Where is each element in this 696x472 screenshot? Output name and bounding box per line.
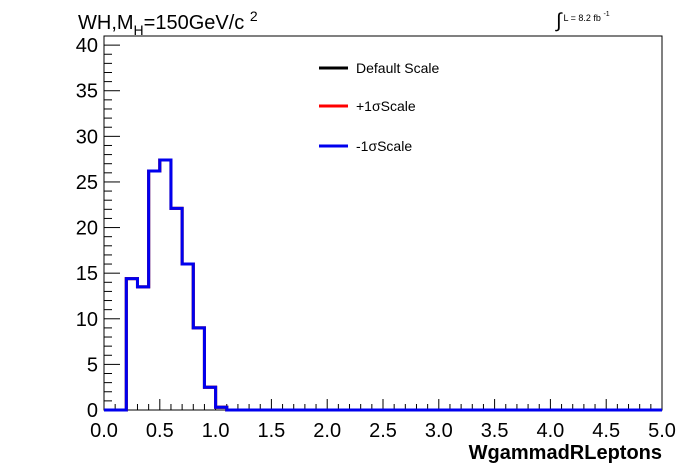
x-tick-label: 2.5 [369,420,397,442]
luminosity-superscript: -1 [603,11,610,18]
series-line-0 [104,158,662,412]
x-tick-label: 3.5 [481,420,509,442]
chart-title: WH,MH=150GeV/c 2 [78,8,258,38]
y-tick-label: 25 [76,172,98,194]
plot-frame [103,35,663,411]
y-tick-label: 35 [76,81,98,103]
legend-label: -1σScale [356,138,412,154]
series-line-1 [104,158,662,412]
title-subscript: H [133,22,144,38]
x-tick-label: 0.5 [146,420,174,442]
legend-label: Default Scale [356,60,439,76]
y-tick-label: 30 [76,126,98,148]
y-tick-label: 15 [76,263,98,285]
y-axis: 0 5 10 15 20 25 30 35 40 [76,35,120,422]
y-tick-label: 0 [87,400,98,422]
x-tick-label: 0.0 [90,420,118,442]
x-tick-label: 2.0 [313,420,341,442]
series-line-2 [104,158,662,412]
y-tick-label: 10 [76,309,98,331]
title-superscript: 2 [249,8,258,24]
title-value: =150GeV/c [143,12,245,34]
x-axis: 0.0 0.5 1.0 1.5 2.0 2.5 3.0 3.5 4.0 4.5 5.0 [90,399,676,442]
series-layer [104,158,662,412]
x-tick-label: 4.5 [592,420,620,442]
title-prefix: WH,M [78,12,134,34]
integral-symbol: ∫ [556,10,562,32]
legend-label: +1σScale [356,98,416,114]
x-tick-label: 3.0 [425,420,453,442]
y-tick-label: 20 [76,218,98,240]
luminosity-label: ∫ L = 8.2 fb -1 [556,10,610,33]
luminosity-text: L = 8.2 fb [563,13,601,23]
x-tick-label: 4.0 [536,420,564,442]
legend: Default Scale +1σScale -1σScale [319,60,439,154]
x-tick-label: 1.0 [202,420,230,442]
x-axis-label: WgammadRLeptons [469,442,662,464]
y-tick-label: 5 [87,354,98,376]
x-tick-label: 5.0 [648,420,676,442]
x-tick-label: 1.5 [257,420,285,442]
y-tick-label: 40 [76,35,98,57]
